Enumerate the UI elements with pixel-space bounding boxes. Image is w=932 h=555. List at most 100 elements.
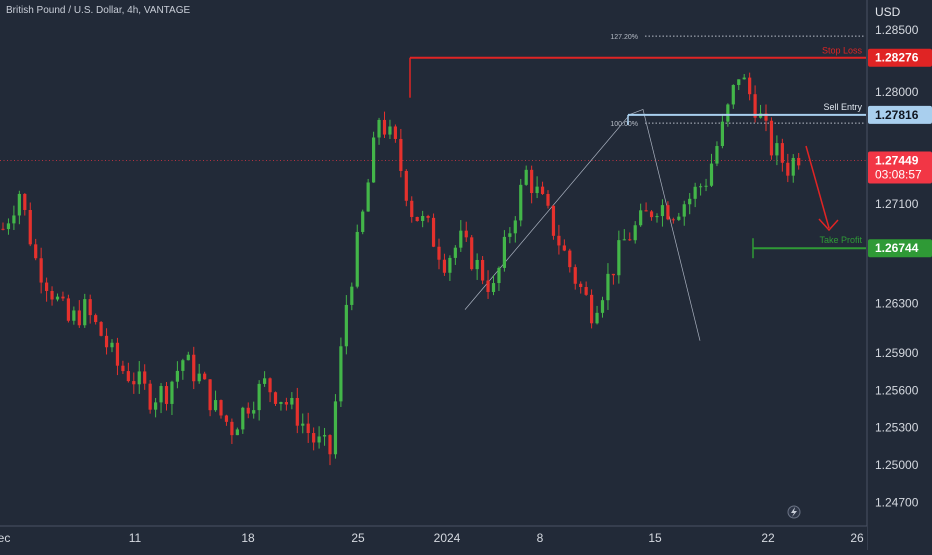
- candle-body: [410, 201, 413, 217]
- candle-body: [388, 126, 391, 134]
- candle-body: [361, 212, 364, 232]
- candle-body: [579, 284, 582, 287]
- candle-body: [110, 343, 113, 347]
- candle-body: [247, 408, 250, 414]
- candle-body: [252, 410, 255, 413]
- price-tick-label: 1.25900: [875, 346, 919, 360]
- candle-body: [503, 237, 506, 268]
- candle-body: [710, 164, 713, 186]
- candle-body: [45, 283, 48, 291]
- candle-body: [650, 211, 653, 217]
- candle-body: [530, 170, 533, 193]
- candle-body: [94, 315, 97, 322]
- candle-body: [683, 204, 686, 216]
- price-tick-label: 1.24700: [875, 495, 919, 509]
- candle-body: [100, 322, 103, 336]
- time-axis[interactable]: ec 11 18 25 2024 8 15 22 26: [0, 526, 867, 550]
- candle-body: [241, 408, 244, 430]
- candle-body: [225, 415, 228, 421]
- candle-body: [258, 384, 261, 410]
- candle-body: [165, 386, 168, 404]
- price-tick-label: 1.25600: [875, 383, 919, 397]
- candle-body: [143, 371, 146, 383]
- price-tick-label: 1.28000: [875, 85, 919, 99]
- candle-body: [792, 158, 795, 176]
- currency-label: USD: [875, 5, 901, 19]
- candle-body: [34, 244, 37, 258]
- candle-body: [699, 186, 702, 187]
- sell-entry-label: Sell Entry: [823, 102, 862, 112]
- price-axis[interactable]: USD 1.28500 1.28000 1.27100 1.26300 1.25900 1.…: [867, 0, 932, 550]
- candle-body: [617, 240, 620, 275]
- candle-body: [78, 310, 81, 325]
- candle-body: [328, 435, 331, 454]
- candle-body: [595, 313, 598, 323]
- candle-body: [546, 194, 549, 206]
- time-tick-label: ec: [0, 531, 10, 545]
- candle-body: [203, 374, 206, 380]
- candle-body: [301, 424, 304, 426]
- candle-body: [89, 299, 92, 315]
- time-tick-label: 22: [761, 531, 775, 545]
- candle-body: [339, 346, 342, 401]
- candle-body: [334, 401, 337, 454]
- candle-body: [290, 398, 293, 405]
- candle-body: [367, 182, 370, 211]
- take-profit-label: Take Profit: [819, 235, 862, 245]
- candle-body: [465, 231, 468, 238]
- current-price-tag-label: 1.27449: [875, 154, 919, 168]
- candle-body: [639, 210, 642, 225]
- candle-body: [72, 310, 75, 320]
- candle-body: [263, 378, 266, 384]
- candle-body: [672, 219, 675, 220]
- candle-body: [590, 295, 593, 323]
- take-profit-tag-label: 1.26744: [875, 241, 919, 255]
- candle-body: [274, 392, 277, 404]
- candle-body: [497, 268, 500, 283]
- time-tick-label: 25: [351, 531, 365, 545]
- candle-body: [209, 379, 212, 410]
- candle-body: [481, 260, 484, 281]
- candle-body: [688, 199, 691, 204]
- candle-body: [18, 194, 21, 216]
- price-tick-label: 1.26300: [875, 296, 919, 310]
- candle-body: [318, 436, 321, 442]
- sell-entry-tag-label: 1.27816: [875, 108, 919, 122]
- candle-body: [149, 384, 152, 410]
- time-tick-label: 11: [129, 531, 142, 545]
- candle-body: [7, 223, 10, 229]
- candle-body: [154, 402, 157, 409]
- candle-body: [236, 429, 239, 435]
- candle-body: [666, 205, 669, 219]
- candle-body: [612, 274, 615, 275]
- candle-body: [585, 287, 588, 295]
- candle-body: [743, 78, 746, 80]
- candle-body: [628, 239, 631, 240]
- annotations-under: 127.20% 100.00%: [0, 34, 866, 341]
- candle-body: [350, 287, 353, 305]
- candle-body: [405, 171, 408, 201]
- trend-line: [465, 109, 700, 340]
- candle-body: [623, 239, 626, 240]
- candle-body: [67, 298, 70, 320]
- candle-body: [726, 104, 729, 121]
- candle-body: [770, 121, 773, 156]
- candle-body: [786, 163, 789, 176]
- candle-body: [170, 382, 173, 404]
- candle-body: [383, 120, 386, 135]
- candle-body: [192, 355, 195, 382]
- sell-arrow-shaft: [806, 146, 829, 228]
- fib-label: 100.00%: [610, 121, 638, 128]
- candle-body: [781, 143, 784, 163]
- annotations-over: Stop Loss Sell Entry Take Profit: [410, 46, 866, 518]
- candle-body: [83, 299, 86, 325]
- candle-body: [176, 371, 179, 382]
- candle-body: [29, 210, 32, 244]
- candle-body: [655, 216, 658, 217]
- candle-body: [661, 205, 664, 216]
- candle-body: [40, 258, 43, 282]
- candle-body: [127, 371, 130, 381]
- candle-body: [219, 400, 222, 415]
- candle-body: [187, 355, 190, 360]
- candle-body: [372, 137, 375, 182]
